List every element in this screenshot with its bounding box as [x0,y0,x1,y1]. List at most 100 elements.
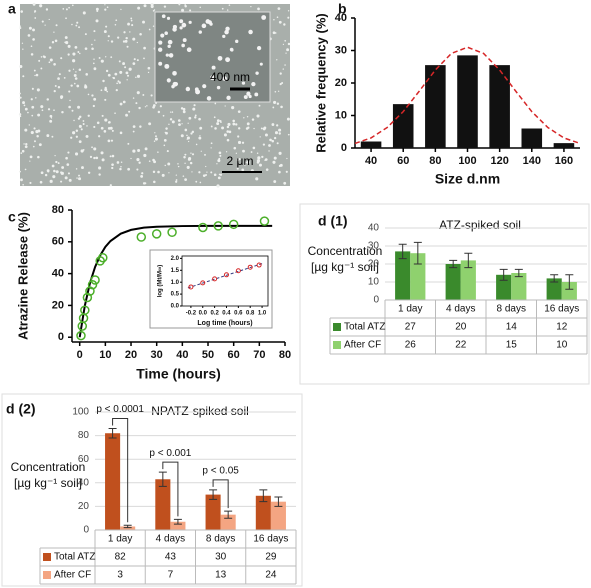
x-tick-label: 60 [228,349,240,361]
particle [271,123,275,126]
particle [146,105,148,107]
particle [122,100,126,104]
particle [37,113,41,117]
error-bar [123,524,132,529]
particle [107,127,111,130]
particle [19,92,21,95]
particle [147,66,151,70]
particle [115,19,118,22]
particle [86,125,88,127]
particle [246,91,251,96]
particle [183,156,186,159]
particle [109,126,113,130]
bar [457,55,478,148]
particle [122,40,126,43]
x-tick-label: 1 day [398,304,422,315]
particle [216,163,218,165]
particle [126,79,128,81]
bar [460,260,476,300]
bar [553,143,575,148]
particle [205,174,208,176]
particle [91,43,93,46]
particle [61,110,64,114]
particle [116,161,120,164]
bar [360,141,382,148]
chart-title: NPATZ-spiked soil [151,404,249,418]
table-value: 12 [556,322,568,333]
particle [193,104,196,107]
particle [184,178,187,182]
particle [31,114,34,117]
particle [75,24,78,27]
particle [123,31,126,34]
particle [30,53,34,56]
particle [139,125,142,128]
particle [101,158,105,162]
particle [210,142,213,145]
x-tick-label: 40 [176,349,188,361]
particle [125,113,129,117]
particle [167,39,173,45]
particle [157,110,161,114]
particle [175,179,178,181]
particle [22,101,25,105]
particle [268,144,271,147]
particle [283,181,287,185]
particle [112,76,114,79]
particle [218,157,221,160]
particle [273,180,277,184]
particle [49,58,53,62]
particle [216,122,220,126]
x-tick-label: 80 [429,155,441,167]
particle [22,75,25,78]
particle [52,175,56,179]
particle [199,126,203,130]
particle [104,4,106,6]
particle [71,4,74,7]
particle [53,89,56,93]
particle [255,177,259,181]
particle [65,8,68,11]
particle [258,163,262,167]
particle [154,137,158,141]
particle [276,124,279,127]
particle [125,36,128,40]
error-bar [464,252,473,269]
particle [222,34,226,39]
particle [44,173,48,177]
particle [104,98,107,101]
particle [178,3,181,6]
error-bar [499,268,508,281]
particle [41,20,44,23]
particle [272,31,276,35]
bar [105,433,121,530]
particle [124,66,127,69]
particle [20,152,23,154]
particle [207,20,212,25]
particle [61,166,65,169]
panel-frame [299,203,590,385]
y-axis-label: Atrazine Release (%) [15,212,30,340]
table-value: 13 [215,570,227,581]
particle [142,93,145,96]
legend-swatch [43,553,51,561]
particle [232,119,235,123]
particle [92,104,95,108]
particle [204,153,206,156]
particle [31,105,35,109]
particle [65,17,67,20]
particle [164,31,168,35]
particle [243,95,248,100]
particle [268,150,270,152]
particle [105,56,107,58]
particle [182,110,186,114]
particle [190,152,192,154]
table-value: 24 [265,570,277,581]
particle [137,6,141,10]
particle [143,46,146,50]
particle [195,89,201,95]
legend-label: After CF [54,570,91,581]
error-bar [259,489,268,503]
particle [199,181,202,184]
